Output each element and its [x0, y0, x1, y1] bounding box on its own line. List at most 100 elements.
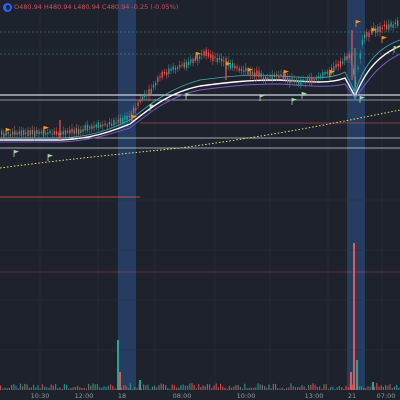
flag-icon	[226, 62, 231, 66]
volume-bar	[191, 383, 193, 390]
candle-body	[320, 75, 322, 77]
symbol-logo-icon[interactable]	[3, 2, 12, 12]
candle-body	[280, 74, 282, 76]
volume-bar	[39, 388, 41, 390]
candle-body	[104, 123, 106, 125]
flag-icon	[360, 96, 365, 100]
volume-bar	[70, 387, 72, 390]
candle-body	[86, 124, 89, 131]
volume-bar	[41, 384, 43, 390]
candle-body	[339, 60, 342, 67]
flag-icon	[260, 94, 265, 98]
candle-body	[38, 131, 40, 135]
candle-body	[284, 74, 287, 80]
volume-bar	[301, 384, 303, 390]
volume-bar	[59, 387, 61, 390]
candle-body	[108, 122, 111, 125]
volume-bar	[90, 385, 92, 390]
candle-body	[223, 60, 225, 62]
volume-bar	[365, 388, 367, 390]
grid-lines	[0, 0, 400, 390]
volume-bar	[360, 385, 362, 390]
candle-body	[51, 133, 53, 135]
candle-body	[168, 68, 170, 74]
candle-body	[361, 39, 364, 45]
candle-body	[207, 52, 210, 57]
volume-bar	[92, 383, 94, 390]
time-axis-labels: 10:30 12:00 18 08:00 10:00 13:00 21 07:00	[31, 392, 396, 400]
volume-bar	[57, 388, 59, 390]
volume-bar	[74, 386, 76, 390]
time-tick-label: 13:00	[305, 392, 324, 400]
candle-body	[315, 77, 317, 80]
volume-bar	[327, 388, 329, 390]
candle-body	[36, 129, 38, 134]
volume-spike	[119, 372, 121, 390]
ma-mid-line[interactable]	[0, 39, 400, 139]
ma-fast-line[interactable]	[0, 45, 400, 141]
volume-bar	[202, 385, 204, 390]
volume-bar	[321, 388, 323, 390]
candle-body	[234, 65, 236, 69]
volume-bar	[332, 386, 334, 390]
candle-body	[364, 34, 366, 39]
volume-bar	[213, 385, 215, 390]
candle-body	[388, 24, 390, 30]
candle-body	[163, 71, 166, 74]
time-axis[interactable]	[0, 390, 400, 400]
candle-body	[313, 78, 315, 81]
candle-body	[390, 22, 392, 27]
volume-bar	[200, 387, 202, 390]
volume-spike	[356, 360, 358, 390]
candle-body	[12, 131, 14, 135]
candle-body	[205, 49, 207, 56]
volume-bar	[48, 387, 50, 390]
candle-body	[62, 131, 64, 135]
flag-icon	[292, 98, 297, 102]
candle-body	[298, 80, 300, 85]
volume-bar	[63, 384, 65, 390]
volume-bar	[110, 384, 112, 390]
candle-body	[366, 32, 368, 37]
volume-bar	[30, 387, 32, 390]
candle-body	[322, 72, 324, 77]
volume-bar	[363, 387, 365, 390]
volume-bar	[206, 384, 208, 390]
volume-spike	[117, 340, 119, 390]
time-tick-label: 21	[348, 392, 356, 400]
volume-bar	[239, 386, 241, 390]
candle-body	[31, 129, 34, 135]
candle-body	[42, 130, 45, 137]
volume-bar	[44, 386, 46, 390]
candle-body	[240, 68, 243, 71]
candle-body	[91, 125, 93, 130]
candle-body	[16, 132, 18, 135]
candle-body	[9, 134, 12, 137]
candle-body	[27, 130, 29, 136]
volume-bar	[101, 387, 103, 390]
volume-bar	[231, 387, 233, 390]
candle-body	[117, 119, 119, 123]
ma-slow-line[interactable]	[0, 53, 400, 143]
candle-body	[60, 132, 62, 135]
volume-bar	[85, 388, 87, 390]
flag-icon	[44, 126, 49, 130]
candle-body	[78, 129, 80, 135]
candle-body	[203, 51, 205, 56]
candle-body	[100, 124, 102, 128]
volume-bar	[154, 385, 156, 390]
candle-body	[144, 93, 146, 98]
volume-bar	[283, 388, 285, 390]
volume-bar	[33, 384, 35, 390]
candle-body	[1, 131, 3, 135]
volume-bar	[198, 384, 200, 390]
candle-body	[69, 129, 71, 134]
volume-bar	[180, 385, 182, 390]
volume-bar	[314, 384, 316, 390]
volume-bar	[96, 384, 98, 390]
volume-bar	[264, 386, 266, 390]
candlestick-series[interactable]	[1, 16, 399, 141]
candle-body	[245, 67, 247, 72]
